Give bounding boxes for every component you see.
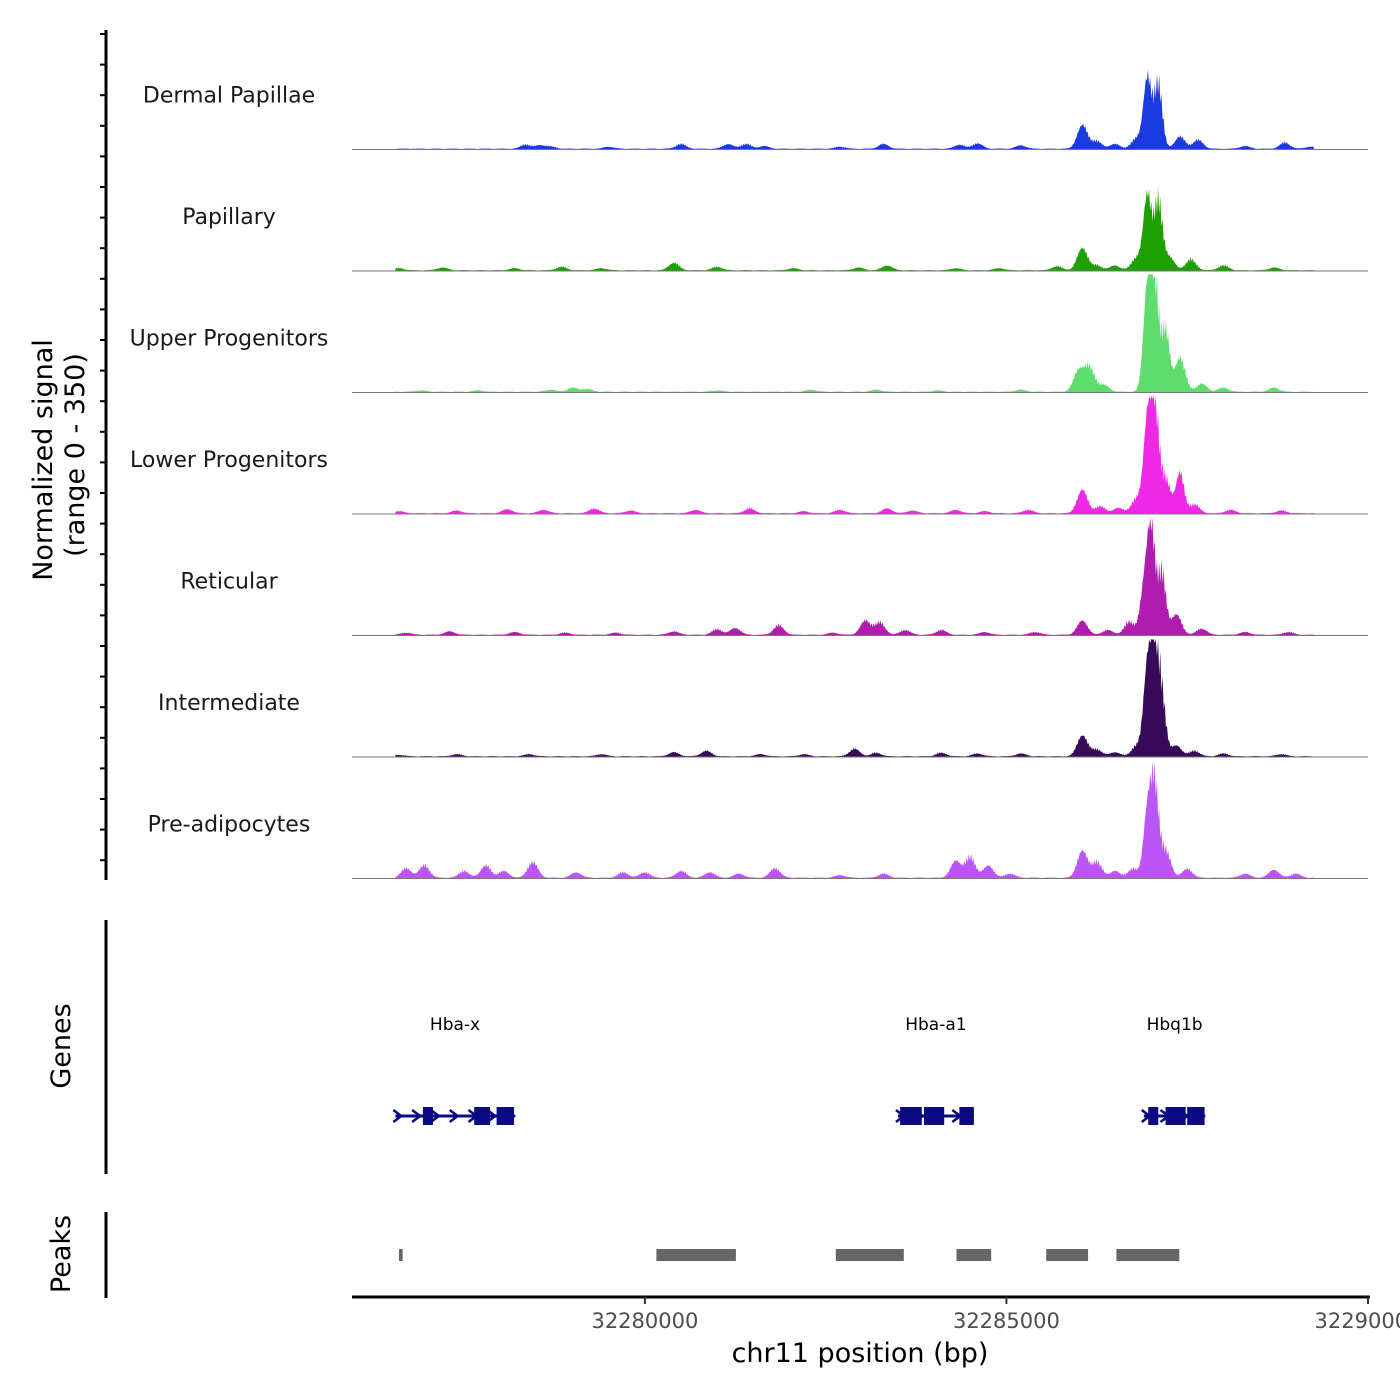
coverage-panel: Dermal Papillae Papillary Upper Progenitor… <box>28 30 1368 880</box>
exon <box>1187 1107 1205 1125</box>
track-label: Intermediate <box>158 691 300 716</box>
x-axis-title: chr11 position (bp) <box>732 1338 989 1369</box>
track-reticular: Reticular <box>180 517 1368 636</box>
y-axis-range: (range 0 - 350) <box>60 353 91 557</box>
track-papillary: Papillary <box>182 186 1368 272</box>
genes-panel: Genes Hba-x Hba-a1 Hbq1b <box>46 920 1206 1174</box>
track-signal-area <box>395 396 1314 514</box>
track-dermal-papillae: Dermal Papillae <box>143 69 1368 150</box>
y-axis-title: Normalized signal <box>28 339 59 581</box>
track-label: Pre-adipocytes <box>148 813 311 838</box>
track-signal-area <box>395 760 1314 879</box>
track-label: Reticular <box>180 570 278 595</box>
exon <box>496 1107 514 1125</box>
track-signal-area <box>395 517 1314 636</box>
exon <box>959 1107 974 1125</box>
peaks-panel-label: Peaks <box>46 1215 77 1293</box>
gene-hba-x: Hba-x <box>392 1015 517 1125</box>
exon <box>924 1107 945 1125</box>
exon <box>900 1107 922 1125</box>
x-tick-label: 32280000 <box>591 1309 698 1333</box>
track-signal-area <box>395 274 1314 393</box>
peak-region <box>1046 1249 1089 1261</box>
track-upper-progenitors: Upper Progenitors <box>130 274 1368 393</box>
x-axis: 32280000 32285000 32290000 chr11 position … <box>352 1295 1400 1369</box>
peak-region <box>956 1249 992 1261</box>
peak-region <box>656 1249 736 1261</box>
coverage-y-ticks <box>100 33 106 862</box>
gene-hbq1b: Hbq1b <box>1140 1015 1206 1125</box>
track-pre-adipocytes: Pre-adipocytes <box>148 760 1368 879</box>
gene-label: Hba-a1 <box>905 1015 966 1035</box>
track-label: Dermal Papillae <box>143 84 315 109</box>
gene-annotations: Hba-x Hba-a1 Hbq1b <box>392 1015 1206 1125</box>
track-signal-area <box>395 639 1314 757</box>
track-label: Papillary <box>182 205 276 230</box>
x-ticks: 32280000 32285000 32290000 <box>591 1297 1400 1333</box>
strand-arrow <box>411 1109 423 1123</box>
genes-panel-label: Genes <box>46 1003 77 1088</box>
track-signal-area <box>395 69 1314 150</box>
exon <box>1165 1107 1186 1125</box>
strand-arrow <box>430 1109 441 1123</box>
peak-region <box>1116 1249 1180 1261</box>
track-signal-area <box>395 186 1314 271</box>
x-tick-label: 32290000 <box>1315 1309 1400 1333</box>
gene-label: Hbq1b <box>1147 1015 1203 1035</box>
peak-region <box>399 1249 403 1261</box>
track-lower-progenitors: Lower Progenitors <box>130 396 1368 515</box>
x-tick-label: 32285000 <box>953 1309 1060 1333</box>
track-intermediate: Intermediate <box>158 639 1368 758</box>
track-label: Upper Progenitors <box>130 327 329 352</box>
peak-region <box>835 1249 904 1261</box>
exon <box>1148 1107 1159 1125</box>
gene-label: Hba-x <box>430 1015 480 1035</box>
gene-hba-a1: Hba-a1 <box>895 1015 974 1125</box>
peak-regions <box>399 1249 1180 1261</box>
peaks-panel: Peaks <box>46 1212 1180 1298</box>
exon <box>422 1107 433 1125</box>
strand-arrow <box>448 1109 460 1123</box>
track-label: Lower Progenitors <box>130 448 328 473</box>
coverage-tracks: Dermal Papillae Papillary Upper Progenitor… <box>130 69 1368 879</box>
strand-arrow <box>392 1109 404 1123</box>
exon <box>474 1107 491 1125</box>
